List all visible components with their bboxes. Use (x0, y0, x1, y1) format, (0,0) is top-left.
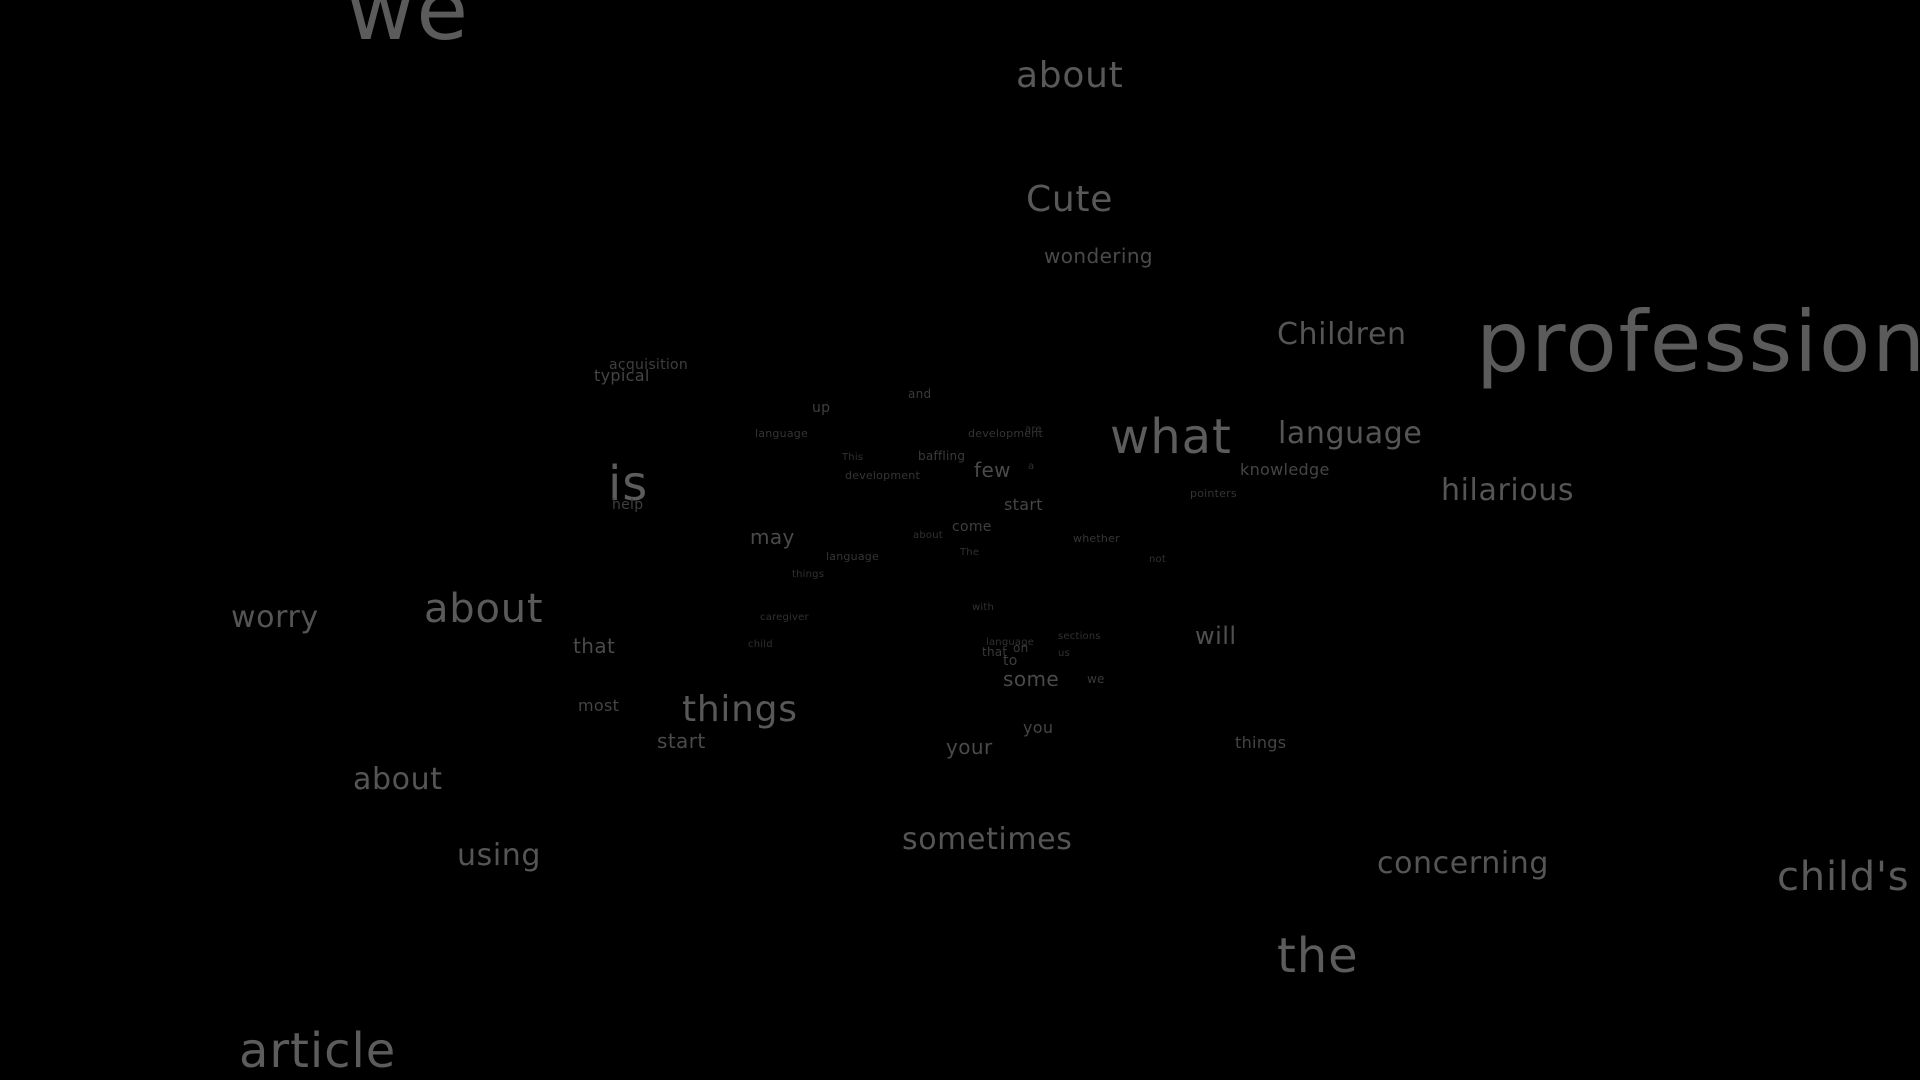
word-we: we (346, 0, 470, 59)
word-us: us (1058, 648, 1070, 659)
word-sometimes: sometimes (902, 822, 1073, 857)
word-may: may (750, 525, 795, 549)
word-with: with (972, 602, 995, 613)
word-knowledge: knowledge (1240, 460, 1330, 479)
word-most: most (578, 696, 620, 715)
word-worry: worry (231, 600, 319, 635)
word-whether: whether (1073, 532, 1120, 545)
word-article: article (239, 1023, 397, 1079)
word-not: not (1149, 554, 1166, 565)
word-what: what (1110, 409, 1232, 465)
word-your: your (946, 735, 993, 759)
word-up: up (812, 400, 831, 416)
word-baffling: baffling (918, 449, 966, 463)
word-language-4: language (986, 637, 1035, 648)
word-a: a (1028, 461, 1035, 472)
word-we-2: we (1087, 672, 1105, 686)
word-things-1: things (792, 569, 825, 580)
word-the-1: The (960, 547, 980, 558)
word-about-4: about (353, 762, 443, 797)
word-caregiver: caregiver (760, 612, 809, 623)
word-children: Children (1277, 317, 1407, 352)
word-cute: Cute (1026, 179, 1114, 220)
word-child: child (748, 639, 773, 650)
word-language-3: language (826, 550, 879, 563)
word-language-1: language (755, 427, 808, 440)
word-pointers: pointers (1190, 487, 1237, 500)
word-about-3: about (424, 586, 544, 632)
word-to: to (1003, 653, 1018, 669)
word-that-1: that (573, 634, 616, 658)
word-development-1: development (968, 427, 1043, 440)
word-things-2: things (682, 689, 798, 730)
word-is: is (608, 456, 649, 512)
word-will: will (1195, 622, 1237, 650)
word-things-3: things (1235, 733, 1287, 752)
word-using: using (457, 838, 542, 873)
word-hilarious: hilarious (1441, 473, 1575, 508)
word-that-2: that (982, 645, 1008, 659)
word-about-2: about (913, 530, 943, 541)
word-development-2: development (845, 469, 920, 482)
word-some: some (1003, 667, 1060, 691)
word-the-2: the (1277, 928, 1359, 984)
word-this: This (842, 452, 864, 463)
word-start-2: start (657, 729, 706, 753)
word-and: and (908, 387, 932, 401)
word-about: about (1016, 55, 1124, 96)
word-acquisition: acquisition (609, 357, 689, 373)
word-wondering: wondering (1044, 244, 1154, 268)
word-childs: child's (1777, 854, 1910, 900)
word-are: are (1025, 424, 1042, 435)
word-come: come (952, 519, 992, 535)
word-sections: sections (1058, 631, 1101, 642)
word-language-2: language (1278, 416, 1423, 451)
word-typical: typical (594, 366, 650, 385)
word-profession: profession (1476, 293, 1920, 391)
word-concerning: concerning (1377, 846, 1550, 881)
word-on: on (1013, 641, 1029, 655)
word-start-1: start (1004, 495, 1043, 514)
word-you: you (1023, 718, 1054, 737)
word-help: help (612, 497, 644, 513)
word-few: few (974, 458, 1011, 482)
